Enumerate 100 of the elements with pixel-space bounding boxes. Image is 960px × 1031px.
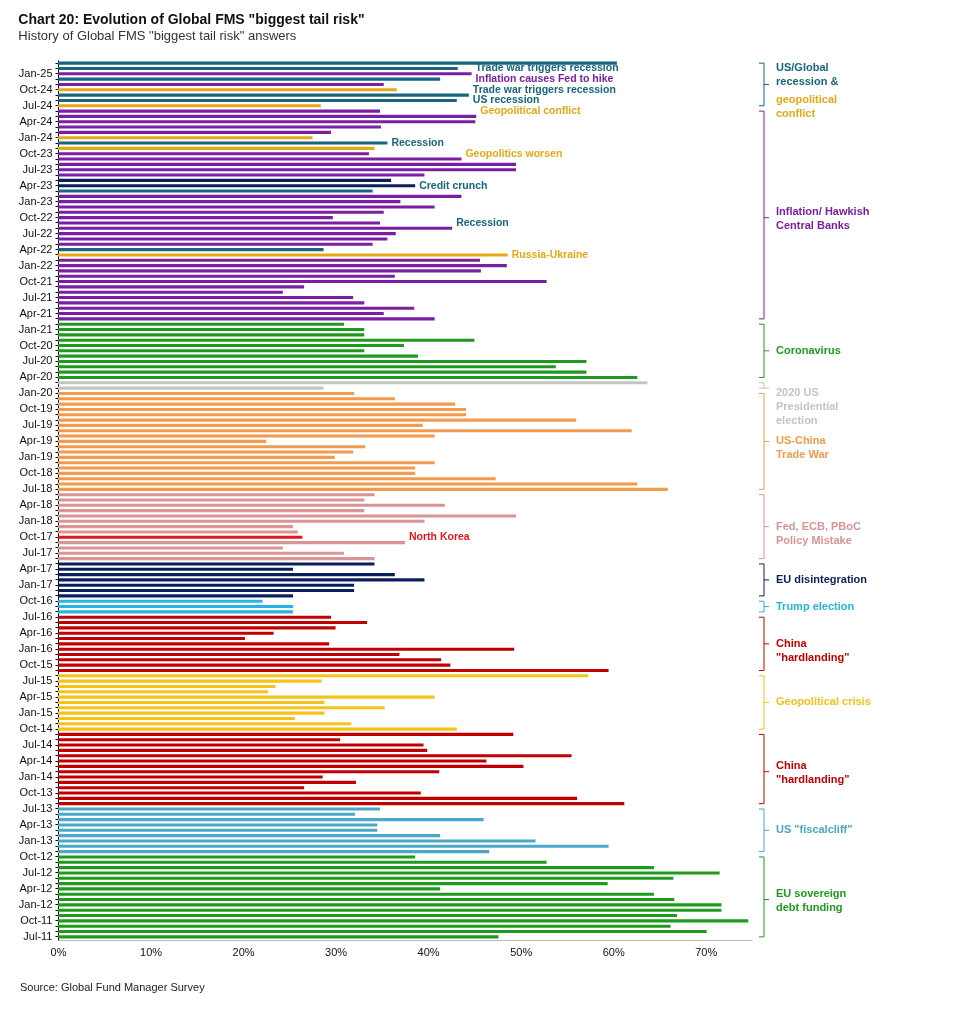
bar	[58, 914, 678, 918]
bar	[58, 343, 405, 348]
y-tick-label: Oct-23	[19, 146, 53, 159]
bar	[58, 892, 654, 896]
bar	[58, 509, 365, 513]
y-tick-label: Jul-19	[22, 418, 53, 431]
y-tick-label: Jul-11	[23, 929, 53, 942]
bar	[58, 370, 587, 374]
bar	[58, 802, 625, 806]
y-tick-label: Jul-15	[22, 674, 53, 687]
bar	[58, 791, 421, 795]
y-tick-label: Jan-19	[18, 450, 53, 463]
bar	[58, 429, 632, 433]
y-tick-label: Jan-23	[18, 194, 53, 207]
bar	[58, 168, 517, 172]
bar	[58, 770, 440, 774]
x-tick-label: 20%	[232, 945, 255, 958]
bar	[58, 631, 274, 635]
bar	[58, 775, 323, 779]
y-tick-label: Oct-20	[19, 338, 53, 351]
y-tick-label: Oct-13	[19, 786, 53, 799]
bar	[58, 823, 378, 827]
y-tick-label: Jan-25	[18, 66, 53, 79]
y-tick-label: Oct-14	[19, 722, 53, 735]
bar	[58, 130, 331, 134]
bar	[58, 764, 524, 768]
y-tick-label: Jan-12	[18, 897, 53, 910]
text: US "fiscalcliff"	[776, 823, 853, 836]
text: geopolitical conflict	[776, 93, 838, 120]
bar	[58, 354, 418, 358]
annotation: Geopolitical conflict	[480, 104, 582, 117]
y-tick-label: Jan-13	[18, 833, 53, 846]
annotation: US recession	[472, 93, 540, 106]
annotation: Recession	[391, 136, 444, 149]
annotation: Russia-Ukraine	[511, 247, 589, 260]
bar	[58, 461, 435, 465]
bar	[58, 349, 365, 353]
bar	[58, 807, 381, 811]
chart-title: Chart 20: Evolution of Global FMS "biggest tail risk"	[18, 10, 365, 27]
bar	[58, 759, 487, 763]
source-note: Source: Global Fund Manager Survey	[20, 981, 206, 993]
bar	[58, 274, 395, 278]
bar	[58, 120, 476, 124]
bar	[58, 882, 608, 886]
bar	[58, 226, 453, 230]
text: Coronavirus	[776, 343, 841, 356]
bar	[58, 455, 335, 459]
y-tick-label: Jul-23	[22, 162, 53, 175]
bar	[58, 434, 435, 438]
x-tick-label: 30%	[325, 945, 348, 958]
bar	[58, 727, 457, 731]
bar	[58, 280, 547, 284]
bar	[58, 413, 467, 417]
bar	[58, 743, 424, 747]
bar	[58, 466, 416, 470]
x-tick-label: 50%	[510, 945, 533, 958]
bar	[58, 924, 671, 928]
bar	[58, 477, 496, 481]
bar	[58, 679, 322, 683]
annotation: Inflation causes Fed to hike	[475, 72, 614, 85]
bar	[58, 674, 589, 678]
bar	[58, 844, 609, 848]
bar	[58, 93, 469, 97]
bar	[58, 359, 587, 364]
bar	[58, 525, 294, 529]
bar	[58, 855, 416, 859]
bar	[58, 311, 384, 316]
y-tick-label: Apr-18	[19, 498, 53, 511]
y-tick-label: Oct-17	[19, 530, 53, 543]
bar	[58, 754, 572, 758]
y-tick-label: Jul-14	[22, 738, 53, 751]
x-tick-label: 40%	[417, 945, 440, 958]
text: US/Global recession &	[776, 61, 839, 88]
bar	[58, 471, 416, 475]
bar	[58, 903, 722, 907]
y-tick-label: Apr-24	[19, 114, 53, 127]
y-tick-label: Jul-16	[22, 610, 53, 623]
bar	[58, 647, 515, 651]
annotation: North Korea	[409, 530, 470, 543]
y-tick-label: Apr-23	[19, 178, 53, 191]
bar	[58, 599, 263, 603]
bar	[58, 541, 405, 545]
x-tick-label: 70%	[695, 945, 718, 958]
y-tick-label: Apr-13	[19, 817, 53, 830]
bar	[58, 381, 648, 385]
bar	[58, 663, 451, 667]
bar	[58, 248, 324, 252]
text: Inflation/ Hawkish Central Banks	[776, 205, 870, 232]
bar	[58, 748, 428, 752]
y-tick-label: Apr-19	[19, 434, 53, 447]
bar	[58, 322, 344, 326]
y-tick-label: Oct-21	[19, 274, 53, 287]
bar	[58, 828, 378, 832]
bar	[58, 530, 298, 534]
bar	[58, 929, 707, 934]
bar	[58, 711, 325, 715]
bar	[58, 919, 749, 923]
text: EU disintegration	[776, 572, 868, 585]
bar	[58, 898, 675, 902]
bar	[58, 839, 536, 843]
